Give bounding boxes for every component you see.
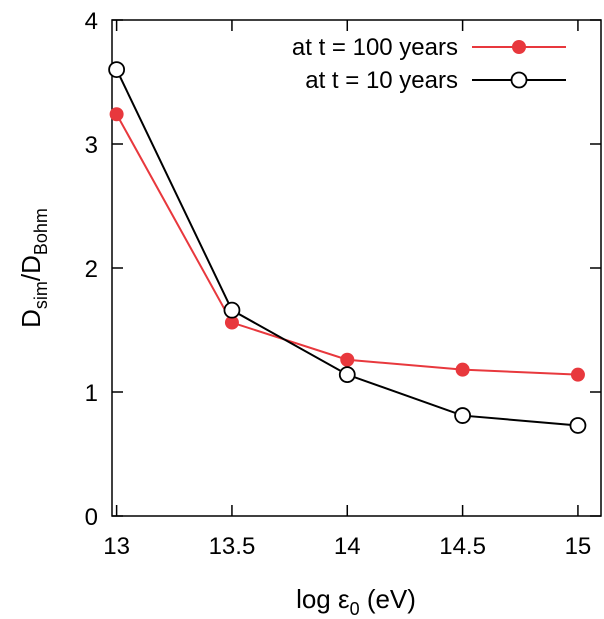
x-tick-label: 14 — [334, 533, 361, 560]
data-point — [109, 107, 124, 122]
y-tick-label: 3 — [85, 132, 98, 159]
plot-frame — [111, 19, 602, 517]
x-axis-label: log ε0 (eV) — [296, 584, 416, 619]
data-point — [340, 352, 355, 367]
data-point — [108, 61, 126, 78]
x-axis-label-unit: (eV) — [360, 584, 416, 614]
y-tick-label: 2 — [85, 256, 98, 283]
data-point — [338, 366, 356, 384]
legend-marker-series-2 — [510, 71, 528, 89]
y-axis-label-sub2: Bohm — [31, 208, 51, 255]
x-axis-label-subscript: 0 — [350, 599, 360, 619]
series-1 — [109, 107, 585, 382]
legend: at t = 100 years at t = 10 years — [292, 34, 566, 94]
axis-ticks: 13 13.5 14 14.5 15 0 1 2 3 4 — [85, 8, 601, 560]
data-point — [224, 315, 239, 330]
x-tick-label: 13 — [103, 533, 130, 560]
x-tick-label: 13.5 — [209, 533, 256, 560]
legend-label-series-1: at t = 100 years — [292, 34, 458, 61]
x-tick-label: 15 — [565, 533, 592, 560]
data-point — [570, 367, 585, 382]
data-point — [223, 301, 241, 319]
data-point — [569, 417, 587, 434]
y-axis-label-d1: D — [16, 309, 46, 328]
y-axis-label-slash: /D — [16, 255, 46, 281]
series-line — [115, 113, 578, 376]
y-tick-label: 0 — [85, 504, 98, 531]
y-tick-label: 4 — [85, 8, 98, 35]
data-point — [454, 407, 472, 424]
series-layer — [108, 61, 587, 434]
y-axis-label: Dsim/DBohm — [16, 208, 51, 328]
y-axis-label-sub1: sim — [31, 281, 51, 309]
data-point — [455, 362, 470, 377]
y-tick-label: 1 — [85, 380, 98, 407]
x-axis-label-main: log ε — [296, 584, 350, 614]
series-2 — [108, 61, 587, 434]
x-tick-label: 14.5 — [439, 533, 486, 560]
legend-marker-series-1 — [512, 40, 526, 54]
legend-label-series-2: at t = 10 years — [305, 67, 458, 94]
